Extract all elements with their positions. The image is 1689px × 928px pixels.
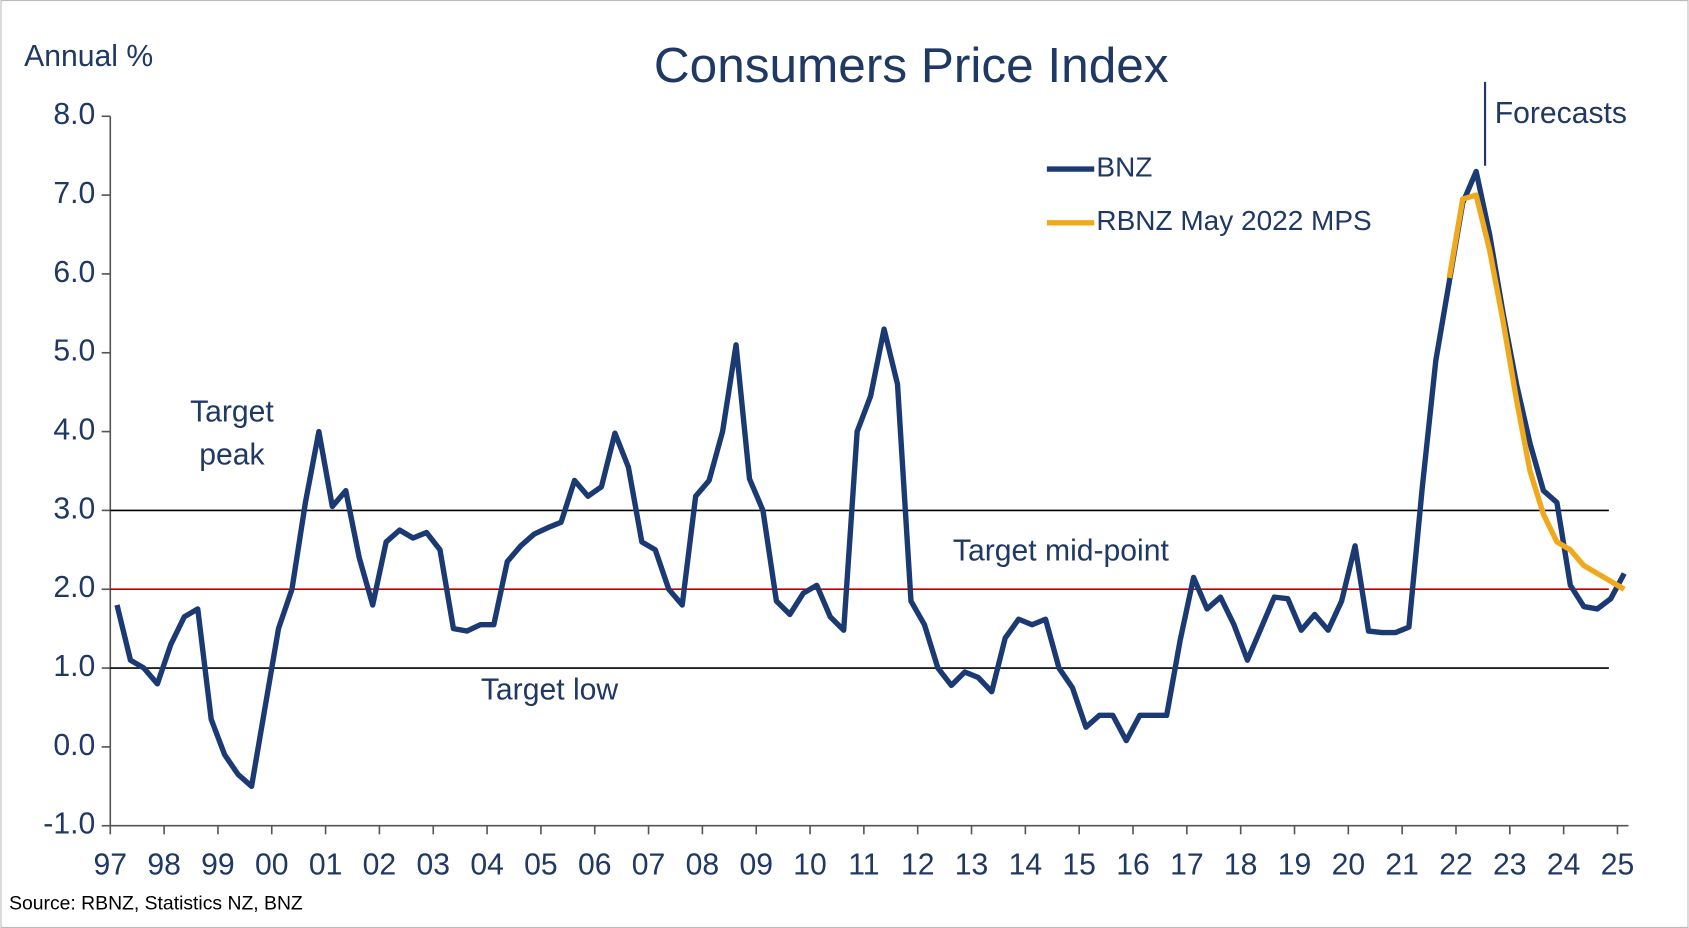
x-tick-label: 16 xyxy=(1116,849,1150,882)
data-line xyxy=(114,168,1627,790)
x-tick-label: 19 xyxy=(1278,849,1312,882)
x-tick-label: 07 xyxy=(632,849,666,882)
y-tick-label: 6.0 xyxy=(53,256,95,289)
legend-label: BNZ xyxy=(1096,151,1152,182)
source-note: Source: RBNZ, Statistics NZ, BNZ xyxy=(9,892,303,914)
x-tick-label: 13 xyxy=(955,849,989,882)
x-tick-label: 05 xyxy=(524,849,558,882)
x-tick-label: 25 xyxy=(1601,849,1635,882)
reference-label: Target low xyxy=(481,674,619,707)
x-tick-label: 02 xyxy=(363,849,397,882)
x-tick-label: 04 xyxy=(470,849,504,882)
x-tick-label: 97 xyxy=(94,849,128,882)
y-tick-label: 3.0 xyxy=(53,492,95,525)
x-tick-label: 23 xyxy=(1493,849,1527,882)
x-tick-label: 11 xyxy=(848,849,879,882)
x-tick-label: 15 xyxy=(1062,849,1096,882)
reference-label: Target peak xyxy=(190,395,274,471)
y-tick-label: 8.0 xyxy=(53,98,95,131)
x-tick-label: 20 xyxy=(1332,849,1366,882)
x-tick-label: 24 xyxy=(1547,849,1581,882)
x-tick-label: 00 xyxy=(255,849,289,882)
x-tick-label: 03 xyxy=(416,849,450,882)
x-tick-label: 21 xyxy=(1385,849,1419,882)
y-tick-label: 0.0 xyxy=(53,729,95,762)
x-tick-label: 18 xyxy=(1224,849,1258,882)
x-tick-label: 10 xyxy=(793,849,827,882)
x-tick-label: 22 xyxy=(1439,849,1473,882)
x-tick-label: 01 xyxy=(309,849,343,882)
y-tick-label: 5.0 xyxy=(53,335,95,368)
legend-label: RBNZ May 2022 MPS xyxy=(1096,205,1371,236)
chart-title: Consumers Price Index xyxy=(654,38,1169,93)
x-tick-label: 09 xyxy=(739,849,773,882)
x-tick-label: 99 xyxy=(201,849,235,882)
x-tick-label: 06 xyxy=(578,849,612,882)
x-tick-label: 14 xyxy=(1009,849,1043,882)
forecast-label: Forecasts xyxy=(1495,97,1627,130)
x-tick-label: 12 xyxy=(901,849,935,882)
y-tick-label: 1.0 xyxy=(53,650,95,683)
y-tick-label: 2.0 xyxy=(53,571,95,604)
x-tick-label: 17 xyxy=(1170,849,1204,882)
y-tick-label: 4.0 xyxy=(53,414,95,447)
reference-label: Target mid-point xyxy=(953,535,1170,568)
x-tick-label: 98 xyxy=(147,849,181,882)
data-line xyxy=(1446,192,1626,592)
y-tick-label: -1.0 xyxy=(43,808,95,841)
y-axis-label: Annual % xyxy=(24,40,153,73)
x-tick-label: 08 xyxy=(686,849,720,882)
y-tick-label: 7.0 xyxy=(53,177,95,210)
